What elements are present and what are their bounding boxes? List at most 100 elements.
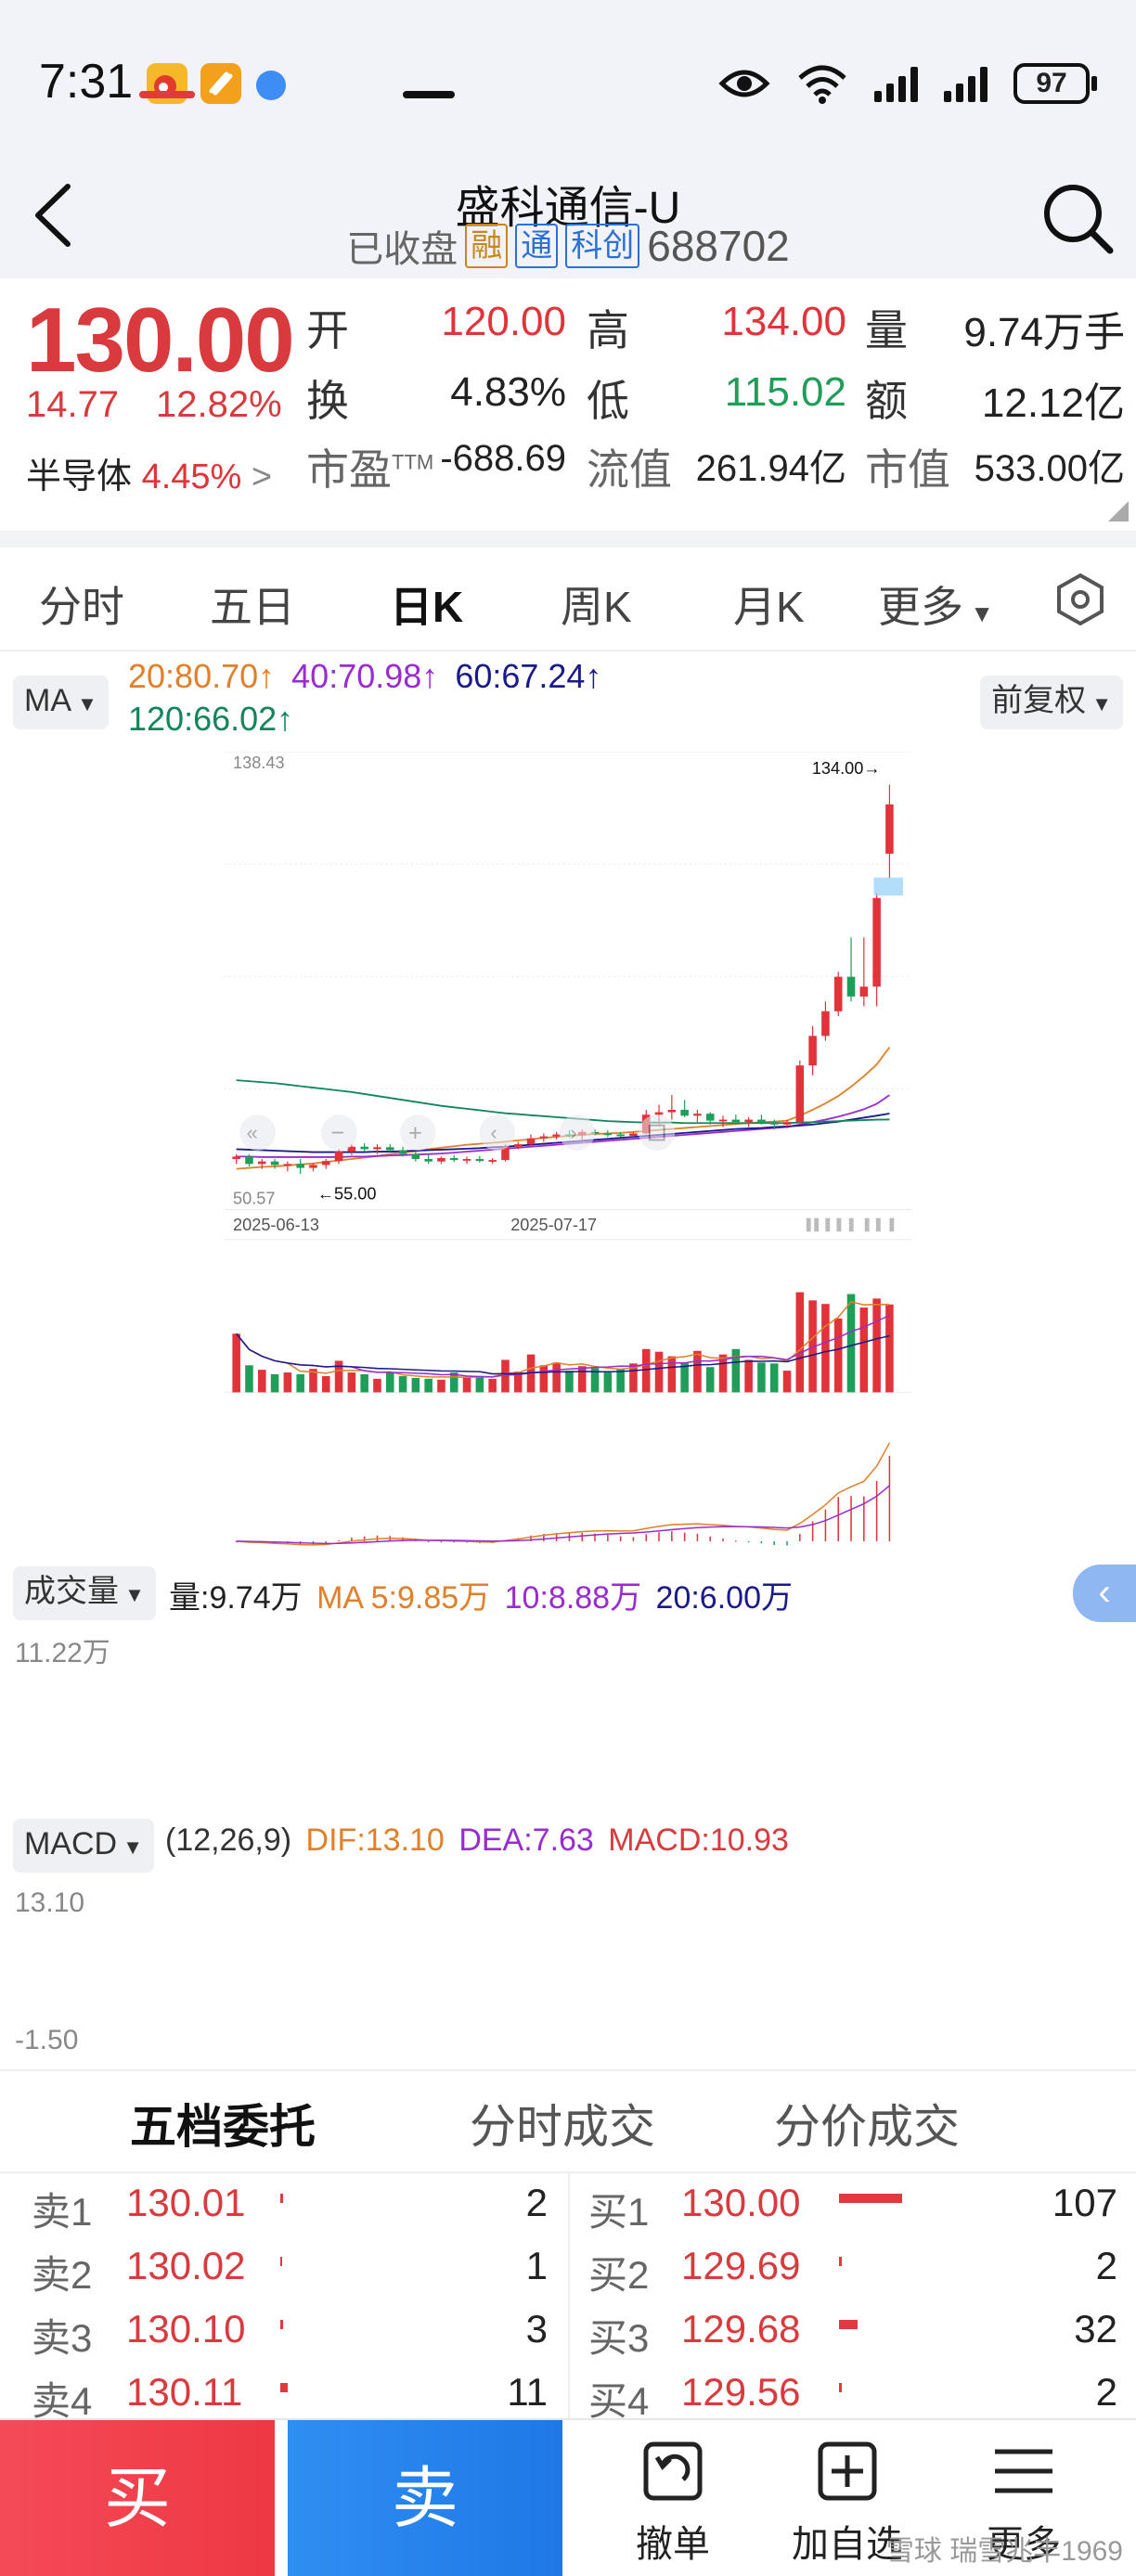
search-button[interactable] [1036, 176, 1119, 260]
indicator-selector-macd[interactable]: MACD ▼ [13, 1819, 154, 1873]
macd-y-bottom-label: -1.50 [15, 2025, 79, 2055]
sector-link[interactable]: 半导体 4.45% > [26, 447, 272, 498]
back-button[interactable] [20, 178, 85, 252]
float-cap-value: 261.94亿 [695, 448, 846, 489]
ask-row-3[interactable]: 卖3 130.10 3 [0, 2298, 568, 2361]
candle-body [488, 1160, 497, 1162]
tab-weekly-k[interactable]: 周K [561, 583, 632, 631]
bid-row-2[interactable]: 买2 129.69 2 [570, 2235, 1136, 2298]
volume-bar [360, 1373, 368, 1393]
settings-hexagon-icon[interactable] [1052, 572, 1108, 627]
add-watchlist-label: 加自选 [792, 2524, 903, 2565]
volume-current: 量:9.74万 [169, 1580, 303, 1616]
candle-body [693, 1114, 702, 1116]
ask-row-2[interactable]: 卖2 130.02 1 [0, 2235, 568, 2298]
ask-label: 卖3 [32, 2316, 93, 2360]
minus-icon: − [330, 1120, 344, 1146]
candle-body [552, 1134, 561, 1137]
collapse-panel-button[interactable]: ‹ [1073, 1565, 1136, 1622]
tab-five-level[interactable]: 五档委托 [130, 2101, 316, 2153]
candle-body [782, 1122, 792, 1125]
candle-body [373, 1147, 381, 1150]
candle-body [654, 1112, 664, 1115]
sell-button[interactable]: 卖 [288, 2420, 562, 2576]
bid-row-1[interactable]: 买1 130.00 107 [570, 2171, 1136, 2235]
bid-volume-bar [839, 2320, 858, 2329]
candle-body [539, 1136, 549, 1139]
volume-bar [603, 1372, 613, 1393]
tab-five-day[interactable]: 五日 [210, 583, 295, 631]
zoom-out-button[interactable] [321, 1114, 357, 1151]
price-change-pct: 12.82% [156, 384, 282, 425]
high-annotation: 134.00→ [812, 759, 881, 778]
volume-bar [385, 1372, 394, 1393]
add-watchlist-button[interactable]: 加自选 [768, 2420, 926, 2576]
zoom-in-button[interactable] [399, 1114, 436, 1151]
macd-dif: DIF:13.10 [305, 1823, 445, 1858]
pe-label: 市盈TTM [306, 445, 434, 494]
fullscreen-button[interactable] [639, 1114, 676, 1151]
quote-panel: 130.00 14.77 12.82% 半导体 4.45% > 开 120.00… [0, 278, 1136, 534]
bid-volume-bar [839, 2194, 902, 2203]
scroll-left-button[interactable] [479, 1114, 516, 1151]
candle-body [795, 1065, 805, 1123]
turnover-value: 4.83% [450, 369, 566, 415]
candle-body [616, 1134, 625, 1137]
buy-button[interactable]: 买 [0, 2420, 275, 2576]
scroll-right-button[interactable] [559, 1114, 596, 1151]
pe-value: -688.69 [440, 438, 566, 479]
tab-active-indicator [403, 91, 455, 98]
market-status: 已收盘 [346, 229, 458, 270]
volume-bar [232, 1333, 240, 1393]
candle-body [744, 1119, 753, 1123]
tab-price-volume[interactable]: 分价成交 [774, 2101, 960, 2153]
tab-tick-trades[interactable]: 分时成交 [470, 2101, 655, 2153]
scroll-left-fast-button[interactable] [239, 1114, 277, 1151]
ma20-value: 20:80.70↑ [128, 657, 276, 695]
candle-body [629, 1133, 638, 1137]
bid-label: 买4 [588, 2379, 650, 2423]
tab-more[interactable]: 更多 ▼ [878, 583, 994, 631]
adjust-selector[interactable]: 前复权 ▼ [980, 676, 1123, 729]
candle-body [360, 1146, 368, 1150]
ask-qty: 1 [525, 2244, 548, 2287]
ask-price: 130.02 [126, 2244, 246, 2287]
volume-bar [462, 1377, 471, 1393]
tab-daily-k[interactable]: 日K [390, 583, 464, 631]
candle-body [462, 1159, 471, 1161]
market-cap-value: 533.00亿 [974, 448, 1125, 489]
more-menu-button[interactable]: 更多 [945, 2420, 1103, 2576]
volume-legend: 成交量 ▼ 量:9.74万 MA 5:9.85万 10:8.88万 20:6.0… [0, 1559, 1136, 1668]
ask-row-1[interactable]: 卖1 130.01 2 [0, 2171, 568, 2235]
tab-intraday[interactable]: 分时 [39, 583, 124, 631]
ask-price: 130.11 [126, 2370, 243, 2414]
volume-bar [731, 1348, 741, 1393]
expand-corner-icon[interactable] [1108, 501, 1129, 522]
bid-price: 129.56 [681, 2370, 801, 2414]
bid-row-3[interactable]: 买3 129.68 32 [570, 2298, 1136, 2361]
kline-chart-area[interactable]: 138.43 50.57 134.00→ ←55.00 2025-06-13 2… [0, 752, 1136, 1550]
ask-volume-bar [280, 2383, 288, 2392]
candle-body [245, 1156, 253, 1165]
tab-monthly-k[interactable]: 月K [733, 583, 805, 631]
macd-y-top-label: 13.10 [15, 1887, 85, 1918]
indicator-selector-volume[interactable]: 成交量 ▼ [13, 1566, 156, 1620]
candle-body [437, 1157, 445, 1162]
ask-row-4[interactable]: 卖4 130.11 11 [0, 2361, 568, 2424]
cancel-order-button[interactable]: 撤单 [594, 2420, 752, 2576]
macd-params: (12,26,9) [165, 1823, 292, 1858]
x-axis-label-start: 2025-06-13 [233, 1216, 319, 1234]
y-axis-bottom-label: 50.57 [233, 1190, 275, 1208]
ma-selector[interactable]: MA ▼ [13, 676, 109, 729]
ask-price: 130.01 [126, 2181, 246, 2224]
volume-bar [488, 1378, 497, 1393]
plus-box-icon [818, 2441, 877, 2501]
volume-y-top-label: 11.22万 [15, 1638, 110, 1668]
bid-row-4[interactable]: 买4 129.56 2 [570, 2361, 1136, 2424]
ask-qty: 3 [525, 2307, 548, 2351]
search-icon [1044, 185, 1114, 254]
volume-bar [552, 1362, 561, 1393]
low-annotation: ←55.00 [317, 1185, 377, 1204]
volume-ma20-line [236, 1333, 890, 1375]
candle-body [513, 1144, 523, 1147]
